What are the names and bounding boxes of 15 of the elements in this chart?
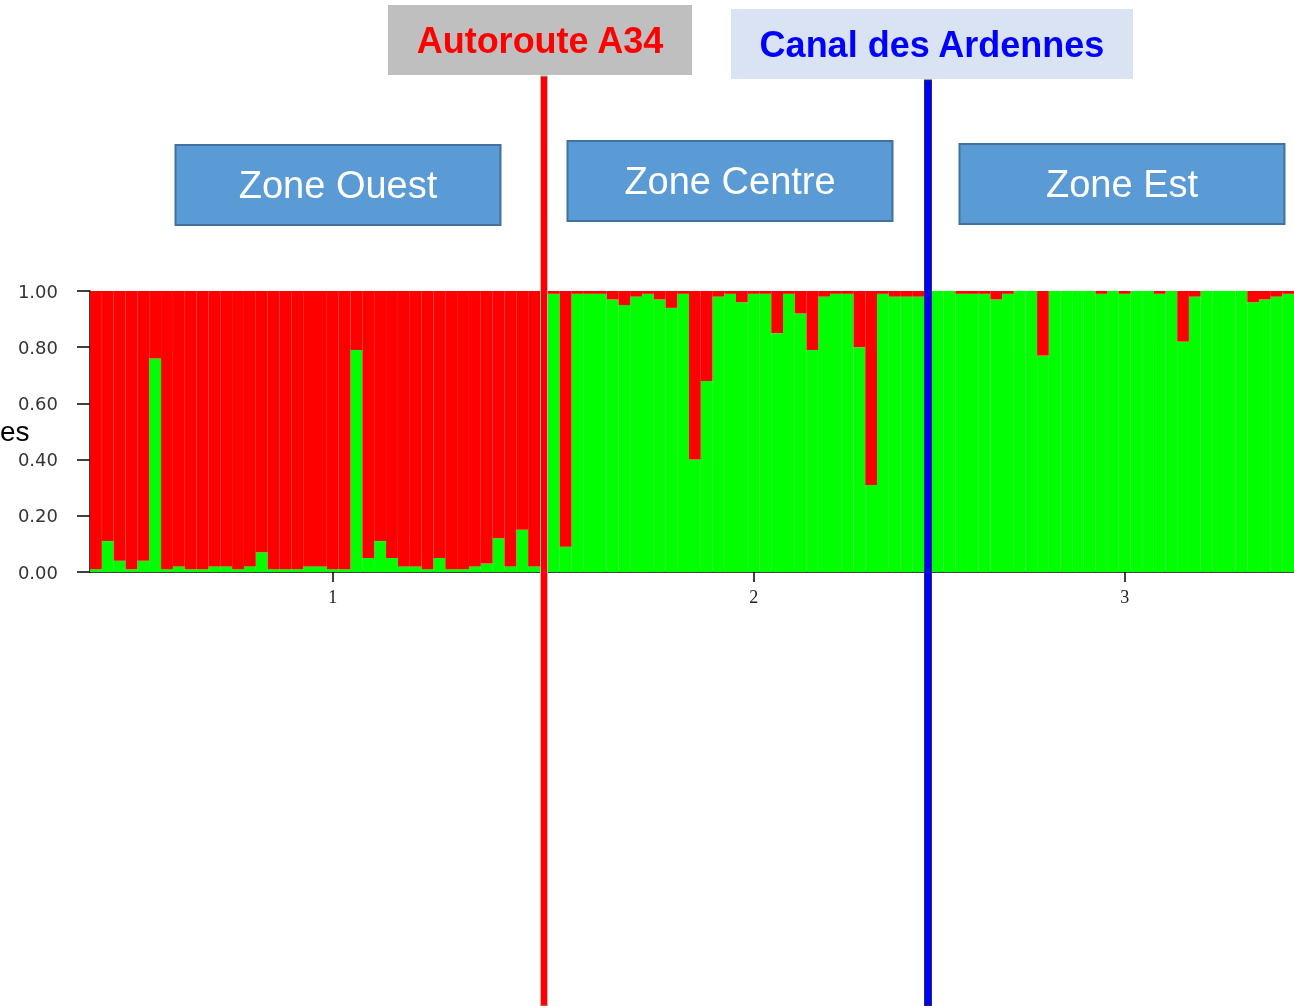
x-tick-label: 1 — [328, 587, 338, 607]
y-tick-label: 0.40 — [17, 449, 58, 471]
x-tick-label: 2 — [749, 587, 759, 607]
y-tick-label: 0.00 — [17, 561, 58, 583]
y-tick-label: 0.80 — [17, 336, 58, 358]
x-tick-label: 3 — [1120, 587, 1130, 607]
y-tick-label: 0.20 — [17, 505, 58, 527]
text: Canal des Ardennes — [759, 23, 1105, 65]
text: Zone Ouest — [238, 164, 438, 206]
text: Zone Est — [1045, 163, 1199, 205]
text: es — [0, 415, 30, 447]
text: Autoroute A34 — [416, 19, 664, 61]
text: Zone Centre — [624, 160, 836, 202]
y-tick-label: 1.00 — [17, 280, 58, 302]
y-tick-label: 0.60 — [17, 392, 58, 414]
